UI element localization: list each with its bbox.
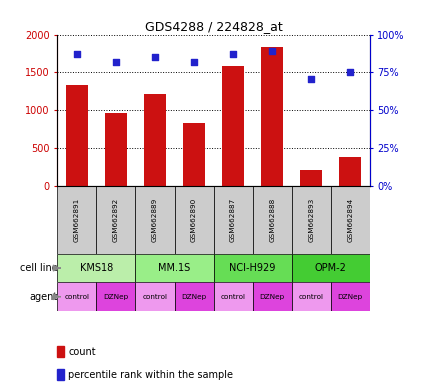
Bar: [213, 282, 252, 311]
Bar: [96, 282, 136, 311]
Bar: [57, 282, 96, 311]
Text: GSM662893: GSM662893: [308, 198, 314, 242]
Point: [347, 70, 354, 76]
Bar: [57, 186, 96, 254]
Text: NCI-H929: NCI-H929: [230, 263, 276, 273]
Point: [269, 48, 275, 54]
Text: MM.1S: MM.1S: [159, 263, 191, 273]
Bar: [57, 254, 136, 282]
Text: agent: agent: [29, 292, 57, 302]
Bar: [96, 186, 136, 254]
Bar: [252, 186, 292, 254]
Point: [191, 59, 198, 65]
Text: control: control: [65, 294, 89, 300]
Bar: [292, 254, 370, 282]
Text: OPM-2: OPM-2: [315, 263, 347, 273]
Text: cell line: cell line: [20, 263, 57, 273]
Text: percentile rank within the sample: percentile rank within the sample: [68, 370, 233, 380]
Point: [152, 54, 159, 60]
Text: control: control: [299, 294, 324, 300]
Point: [230, 51, 236, 57]
Text: DZNep: DZNep: [181, 294, 207, 300]
Text: GSM662887: GSM662887: [230, 198, 236, 242]
Bar: [66, 84, 88, 186]
Bar: [213, 254, 292, 282]
Bar: [183, 122, 205, 186]
Bar: [331, 186, 370, 254]
Bar: [175, 282, 213, 311]
Text: GSM662888: GSM662888: [269, 198, 275, 242]
Bar: [213, 186, 252, 254]
Bar: [144, 94, 166, 186]
Text: DZNep: DZNep: [103, 294, 129, 300]
Point: [308, 76, 314, 82]
Bar: [331, 282, 370, 311]
Text: GSM662891: GSM662891: [74, 198, 80, 242]
Text: KMS18: KMS18: [80, 263, 113, 273]
Point: [74, 51, 80, 57]
Text: GSM662890: GSM662890: [191, 198, 197, 242]
Point: [113, 59, 119, 65]
Title: GDS4288 / 224828_at: GDS4288 / 224828_at: [144, 20, 283, 33]
Text: GSM662894: GSM662894: [347, 198, 353, 242]
Text: DZNep: DZNep: [260, 294, 285, 300]
Bar: [261, 47, 283, 186]
Text: GSM662889: GSM662889: [152, 198, 158, 242]
Bar: [300, 170, 322, 186]
Bar: [252, 282, 292, 311]
Bar: [340, 157, 361, 186]
Bar: [222, 66, 244, 186]
Text: GSM662892: GSM662892: [113, 198, 119, 242]
Bar: [105, 113, 127, 186]
Bar: [175, 186, 213, 254]
Text: count: count: [68, 347, 96, 357]
Bar: [292, 186, 331, 254]
Text: control: control: [142, 294, 167, 300]
Bar: [136, 254, 213, 282]
Bar: [292, 282, 331, 311]
Bar: [136, 282, 175, 311]
Text: control: control: [221, 294, 246, 300]
Bar: [136, 186, 175, 254]
Text: DZNep: DZNep: [337, 294, 363, 300]
